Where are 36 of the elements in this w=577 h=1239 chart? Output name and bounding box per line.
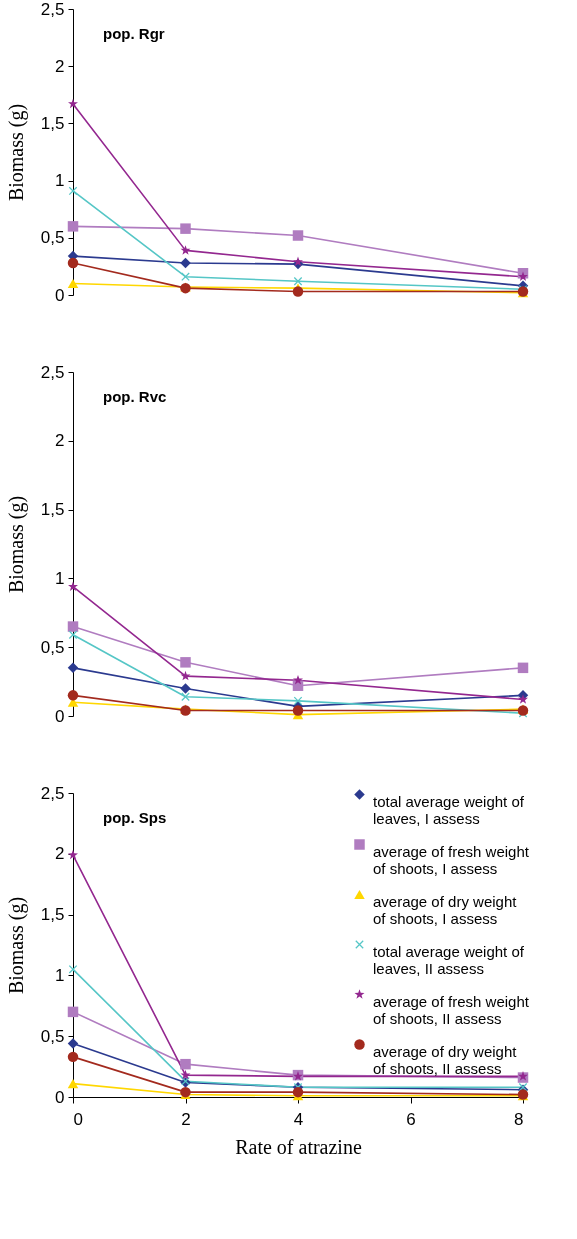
x-axis-title: Rate of atrazine [235, 1135, 362, 1158]
y-tick-label: 2 [55, 844, 65, 864]
x-tick-label: 8 [514, 1109, 524, 1129]
y-axis-title: Biomass (g) [4, 103, 28, 202]
y-tick-label: 0 [55, 706, 65, 726]
text: pop. Rgr [103, 25, 165, 42]
y-tick-label: 1,5 [40, 905, 65, 925]
y-tick-label: 2 [55, 56, 65, 76]
y-tick-label: 1 [55, 171, 65, 191]
x-tick-label: 4 [293, 1109, 304, 1129]
y-tick-label: 0,5 [40, 637, 65, 657]
legend-label: average of dry weight of shoots, II assess [373, 1042, 518, 1077]
x-tick-label: 6 [406, 1109, 416, 1129]
y-tick-label: 2,5 [40, 783, 65, 803]
y-axis-title: Biomass (g) [4, 495, 28, 594]
y-tick-label: 2,5 [40, 0, 65, 19]
legend-label: average of dry weight of shoots, I assess [373, 892, 518, 927]
y-axis-title: Biomass (g) [4, 896, 28, 995]
y-tick-label: 0 [55, 1087, 65, 1107]
text: pop. Sps [103, 809, 167, 826]
legend-label: total average weight of leaves, I assess [373, 792, 525, 827]
y-tick-label: 1 [55, 568, 65, 588]
y-tick-label: 0,5 [40, 228, 65, 248]
y-tick-label: 0 [55, 285, 65, 305]
legend-label: average of fresh weight of shoots, I assess [373, 842, 530, 877]
y-tick-label: 1,5 [40, 500, 65, 520]
y-tick-label: 2,5 [40, 362, 65, 382]
text: pop. Rvc [103, 388, 167, 405]
y-tick-label: 0,5 [40, 1026, 65, 1046]
y-tick-label: 2 [55, 431, 65, 451]
legend-label: average of fresh weight of shoots, II assess [373, 992, 530, 1027]
legend-label: total average weight of leaves, II assess [373, 942, 525, 977]
x-tick-label: 0 [73, 1109, 83, 1129]
x-tick-label: 2 [181, 1109, 191, 1129]
y-tick-label: 1,5 [40, 113, 65, 133]
y-tick-label: 1 [55, 965, 65, 985]
